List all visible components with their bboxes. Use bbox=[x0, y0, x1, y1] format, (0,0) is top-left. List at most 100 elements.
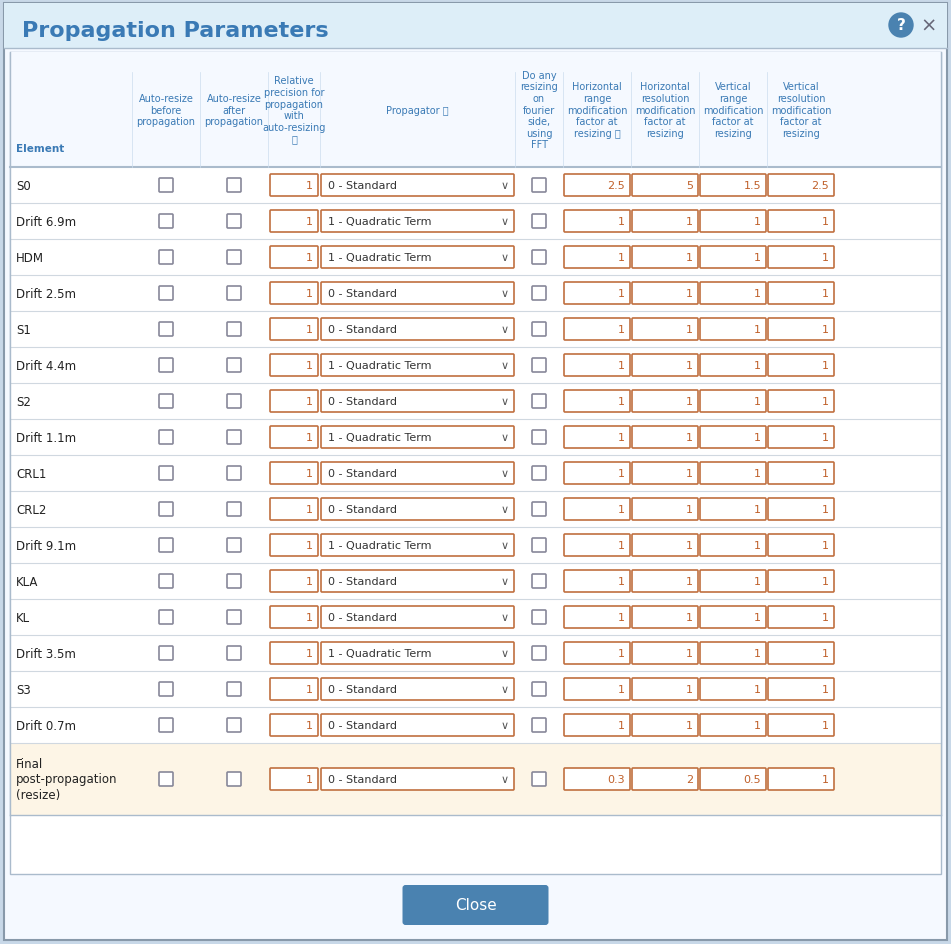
FancyBboxPatch shape bbox=[270, 319, 318, 341]
Text: 1: 1 bbox=[754, 577, 761, 586]
FancyBboxPatch shape bbox=[564, 175, 630, 196]
FancyBboxPatch shape bbox=[321, 679, 514, 700]
Bar bbox=[10, 492, 941, 528]
Text: Relative
precision for
propagation
with
auto-resizing
ⓘ: Relative precision for propagation with … bbox=[262, 76, 325, 144]
FancyBboxPatch shape bbox=[700, 642, 766, 665]
FancyBboxPatch shape bbox=[768, 175, 834, 196]
Text: 1: 1 bbox=[686, 396, 693, 407]
Circle shape bbox=[889, 14, 913, 38]
Text: ∨: ∨ bbox=[501, 649, 509, 658]
Text: 2: 2 bbox=[686, 774, 693, 784]
Text: 2.5: 2.5 bbox=[811, 181, 829, 191]
FancyBboxPatch shape bbox=[321, 427, 514, 448]
Text: 1: 1 bbox=[306, 577, 313, 586]
FancyBboxPatch shape bbox=[632, 679, 698, 700]
Text: 1: 1 bbox=[686, 720, 693, 731]
FancyBboxPatch shape bbox=[700, 570, 766, 593]
Text: ∨: ∨ bbox=[501, 720, 509, 731]
Text: Propagation Parameters: Propagation Parameters bbox=[22, 21, 329, 41]
Text: 1: 1 bbox=[306, 774, 313, 784]
Text: 1: 1 bbox=[618, 396, 625, 407]
Text: ×: × bbox=[921, 16, 937, 36]
Text: 0 - Standard: 0 - Standard bbox=[328, 684, 397, 694]
FancyBboxPatch shape bbox=[270, 768, 318, 790]
Text: ∨: ∨ bbox=[501, 253, 509, 262]
Text: 0 - Standard: 0 - Standard bbox=[328, 289, 397, 298]
Bar bbox=[10, 240, 941, 276]
FancyBboxPatch shape bbox=[321, 570, 514, 593]
Text: 1: 1 bbox=[686, 613, 693, 622]
FancyBboxPatch shape bbox=[768, 282, 834, 305]
Text: Drift 0.7m: Drift 0.7m bbox=[16, 718, 76, 732]
Text: ∨: ∨ bbox=[501, 325, 509, 334]
Text: KL: KL bbox=[16, 611, 30, 624]
FancyBboxPatch shape bbox=[532, 430, 546, 445]
Bar bbox=[10, 599, 941, 635]
Text: 1: 1 bbox=[754, 432, 761, 443]
FancyBboxPatch shape bbox=[564, 427, 630, 448]
Text: 1: 1 bbox=[306, 504, 313, 514]
FancyBboxPatch shape bbox=[321, 211, 514, 233]
Text: 1: 1 bbox=[306, 181, 313, 191]
FancyBboxPatch shape bbox=[227, 215, 241, 228]
Bar bbox=[10, 635, 941, 671]
FancyBboxPatch shape bbox=[632, 319, 698, 341]
FancyBboxPatch shape bbox=[270, 715, 318, 736]
FancyBboxPatch shape bbox=[321, 715, 514, 736]
FancyBboxPatch shape bbox=[321, 246, 514, 269]
Text: 1: 1 bbox=[686, 468, 693, 479]
Bar bbox=[10, 276, 941, 312]
FancyBboxPatch shape bbox=[768, 570, 834, 593]
Text: 1: 1 bbox=[686, 361, 693, 371]
FancyBboxPatch shape bbox=[700, 246, 766, 269]
Text: S0: S0 bbox=[16, 179, 30, 193]
FancyBboxPatch shape bbox=[270, 463, 318, 484]
FancyBboxPatch shape bbox=[768, 211, 834, 233]
FancyBboxPatch shape bbox=[270, 570, 318, 593]
Text: Element: Element bbox=[16, 143, 65, 154]
FancyBboxPatch shape bbox=[159, 359, 173, 373]
FancyBboxPatch shape bbox=[768, 391, 834, 413]
Text: 1: 1 bbox=[686, 289, 693, 298]
FancyBboxPatch shape bbox=[700, 355, 766, 377]
Text: Auto-resize
after
propagation: Auto-resize after propagation bbox=[204, 93, 263, 126]
FancyBboxPatch shape bbox=[632, 606, 698, 629]
Text: ∨: ∨ bbox=[501, 396, 509, 407]
FancyBboxPatch shape bbox=[564, 715, 630, 736]
Bar bbox=[10, 168, 941, 204]
FancyBboxPatch shape bbox=[632, 427, 698, 448]
FancyBboxPatch shape bbox=[768, 498, 834, 520]
FancyBboxPatch shape bbox=[321, 391, 514, 413]
FancyBboxPatch shape bbox=[159, 287, 173, 301]
FancyBboxPatch shape bbox=[227, 395, 241, 409]
FancyBboxPatch shape bbox=[532, 574, 546, 588]
FancyBboxPatch shape bbox=[632, 211, 698, 233]
Text: 1: 1 bbox=[618, 432, 625, 443]
FancyBboxPatch shape bbox=[700, 498, 766, 520]
Text: 1 - Quadratic Term: 1 - Quadratic Term bbox=[328, 432, 432, 443]
FancyBboxPatch shape bbox=[532, 251, 546, 264]
FancyBboxPatch shape bbox=[270, 679, 318, 700]
FancyBboxPatch shape bbox=[159, 466, 173, 480]
FancyBboxPatch shape bbox=[270, 246, 318, 269]
Text: Drift 6.9m: Drift 6.9m bbox=[16, 215, 76, 228]
FancyBboxPatch shape bbox=[402, 885, 549, 925]
Text: ∨: ∨ bbox=[501, 684, 509, 694]
FancyBboxPatch shape bbox=[270, 175, 318, 196]
FancyBboxPatch shape bbox=[564, 606, 630, 629]
Text: Drift 3.5m: Drift 3.5m bbox=[16, 647, 76, 660]
FancyBboxPatch shape bbox=[227, 647, 241, 660]
FancyBboxPatch shape bbox=[564, 282, 630, 305]
Text: 1: 1 bbox=[306, 217, 313, 227]
FancyBboxPatch shape bbox=[227, 772, 241, 786]
Bar bbox=[10, 456, 941, 492]
FancyBboxPatch shape bbox=[700, 463, 766, 484]
FancyBboxPatch shape bbox=[321, 175, 514, 196]
Text: 1: 1 bbox=[686, 217, 693, 227]
Text: 1: 1 bbox=[822, 504, 829, 514]
FancyBboxPatch shape bbox=[564, 534, 630, 556]
FancyBboxPatch shape bbox=[768, 679, 834, 700]
FancyBboxPatch shape bbox=[564, 498, 630, 520]
Text: 1: 1 bbox=[686, 432, 693, 443]
FancyBboxPatch shape bbox=[227, 538, 241, 552]
